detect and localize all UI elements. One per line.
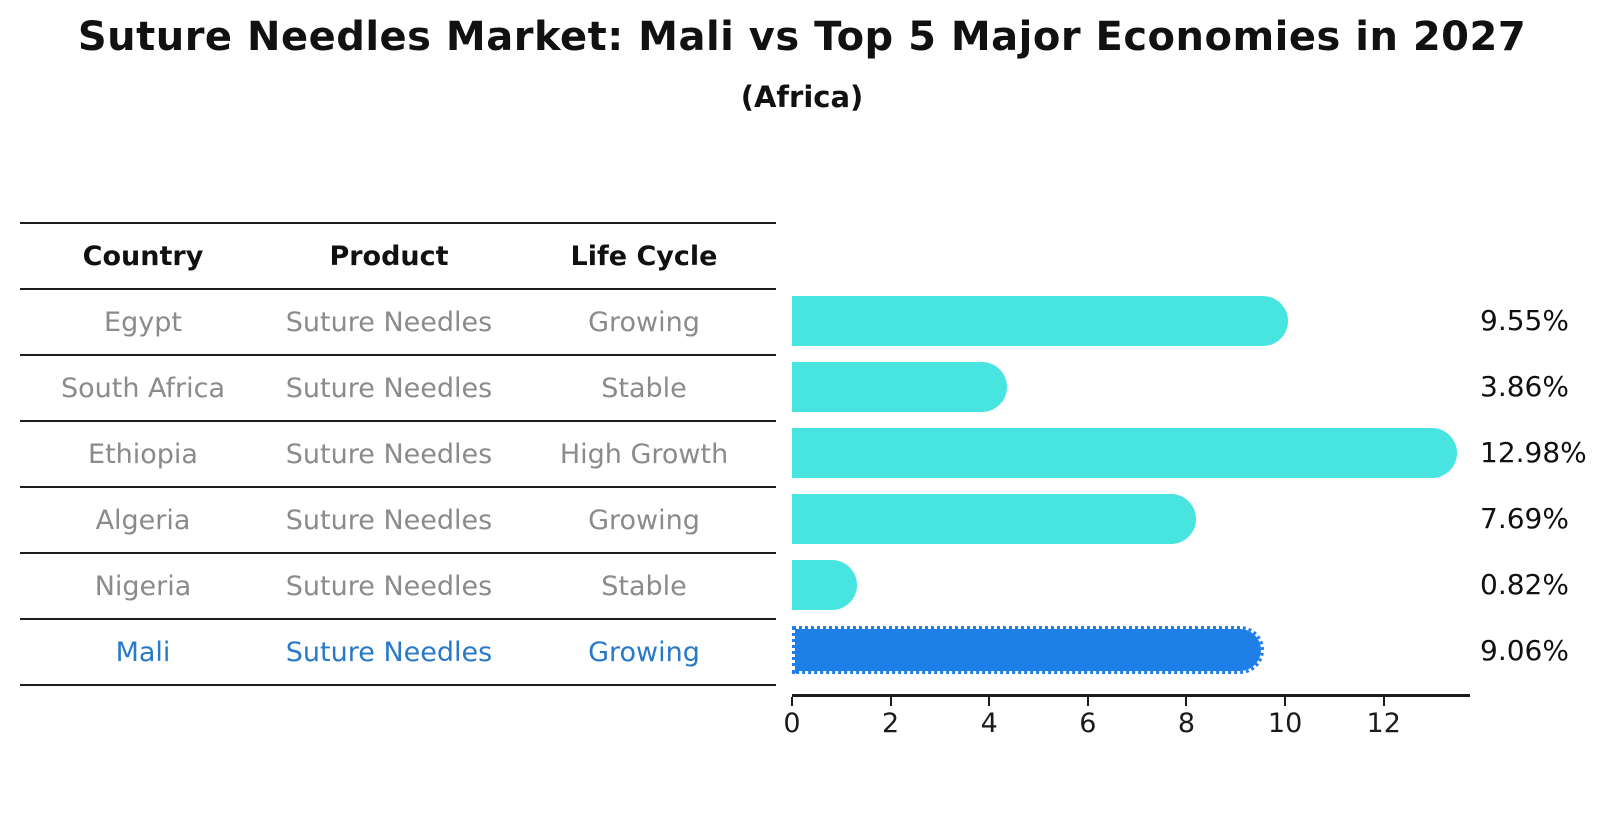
table-row-nigeria: Nigeria Suture Needles Stable bbox=[20, 552, 776, 618]
x-tick-mark bbox=[1086, 697, 1089, 706]
cell-country: Mali bbox=[115, 636, 171, 668]
cell-country: Nigeria bbox=[94, 570, 192, 602]
x-tick-mark bbox=[791, 697, 793, 706]
cell-country: South Africa bbox=[60, 372, 226, 404]
cell-product: Suture Needles bbox=[285, 372, 493, 404]
cell-product: Suture Needles bbox=[285, 570, 493, 602]
bar-algeria bbox=[792, 494, 1197, 544]
cell-country: Ethiopia bbox=[88, 438, 198, 470]
country-table: Country Product Life Cycle Egypt Suture … bbox=[20, 222, 776, 686]
x-tick-label: 0 bbox=[783, 708, 801, 739]
table-header-row: Country Product Life Cycle bbox=[20, 222, 776, 288]
table-row-egypt: Egypt Suture Needles Growing bbox=[20, 288, 776, 354]
bar-mali bbox=[792, 626, 1264, 674]
x-tick-label: 8 bbox=[1177, 708, 1196, 739]
value-label-mali: 9.06% bbox=[1480, 634, 1569, 667]
x-tick-label: 10 bbox=[1267, 708, 1303, 739]
value-label-nigeria: 0.82% bbox=[1480, 568, 1569, 601]
x-tick-label: 4 bbox=[980, 708, 998, 739]
cell-life-cycle: Stable bbox=[601, 570, 687, 602]
x-tick-label: 6 bbox=[1079, 708, 1097, 739]
column-header-product: Product bbox=[329, 240, 449, 272]
cell-life-cycle: Growing bbox=[588, 636, 700, 668]
value-label-south-africa: 3.86% bbox=[1480, 370, 1569, 403]
table-row-ethiopia: Ethiopia Suture Needles High Growth bbox=[20, 420, 776, 486]
cell-country: Egypt bbox=[104, 306, 182, 338]
chart-subtitle: (Africa) bbox=[740, 80, 864, 114]
cell-product: Suture Needles bbox=[285, 438, 493, 470]
table-row-south-africa: South Africa Suture Needles Stable bbox=[20, 354, 776, 420]
table-row-algeria: Algeria Suture Needles Growing bbox=[20, 486, 776, 552]
bar-nigeria bbox=[792, 560, 858, 610]
chart-title: Suture Needles Market: Mali vs Top 5 Maj… bbox=[77, 14, 1527, 60]
cell-life-cycle: High Growth bbox=[559, 438, 729, 470]
value-label-egypt: 9.55% bbox=[1480, 304, 1569, 337]
bar-south-africa bbox=[792, 362, 1008, 412]
bar-egypt bbox=[792, 296, 1288, 346]
cell-product: Suture Needles bbox=[285, 636, 493, 668]
x-tick-mark bbox=[1382, 697, 1385, 706]
x-tick-label: 12 bbox=[1366, 708, 1401, 739]
x-tick-mark bbox=[889, 697, 892, 706]
column-header-country: Country bbox=[82, 240, 204, 272]
x-tick-mark bbox=[988, 697, 991, 706]
value-label-algeria: 7.69% bbox=[1480, 502, 1569, 535]
x-tick-mark bbox=[1284, 697, 1287, 706]
cell-life-cycle: Growing bbox=[588, 504, 700, 536]
cell-product: Suture Needles bbox=[285, 504, 493, 536]
cell-life-cycle: Stable bbox=[601, 372, 687, 404]
x-tick-label: 2 bbox=[882, 708, 900, 739]
x-tick-mark bbox=[1185, 697, 1188, 706]
column-header-life-cycle: Life Cycle bbox=[570, 240, 718, 272]
x-axis-spine bbox=[792, 694, 1470, 697]
table-row-mali: Mali Suture Needles Growing bbox=[20, 618, 776, 686]
cell-life-cycle: Growing bbox=[588, 306, 700, 338]
value-label-ethiopia: 12.98% bbox=[1480, 436, 1587, 469]
cell-product: Suture Needles bbox=[285, 306, 493, 338]
bar-ethiopia bbox=[792, 428, 1458, 478]
cell-country: Algeria bbox=[95, 504, 191, 536]
